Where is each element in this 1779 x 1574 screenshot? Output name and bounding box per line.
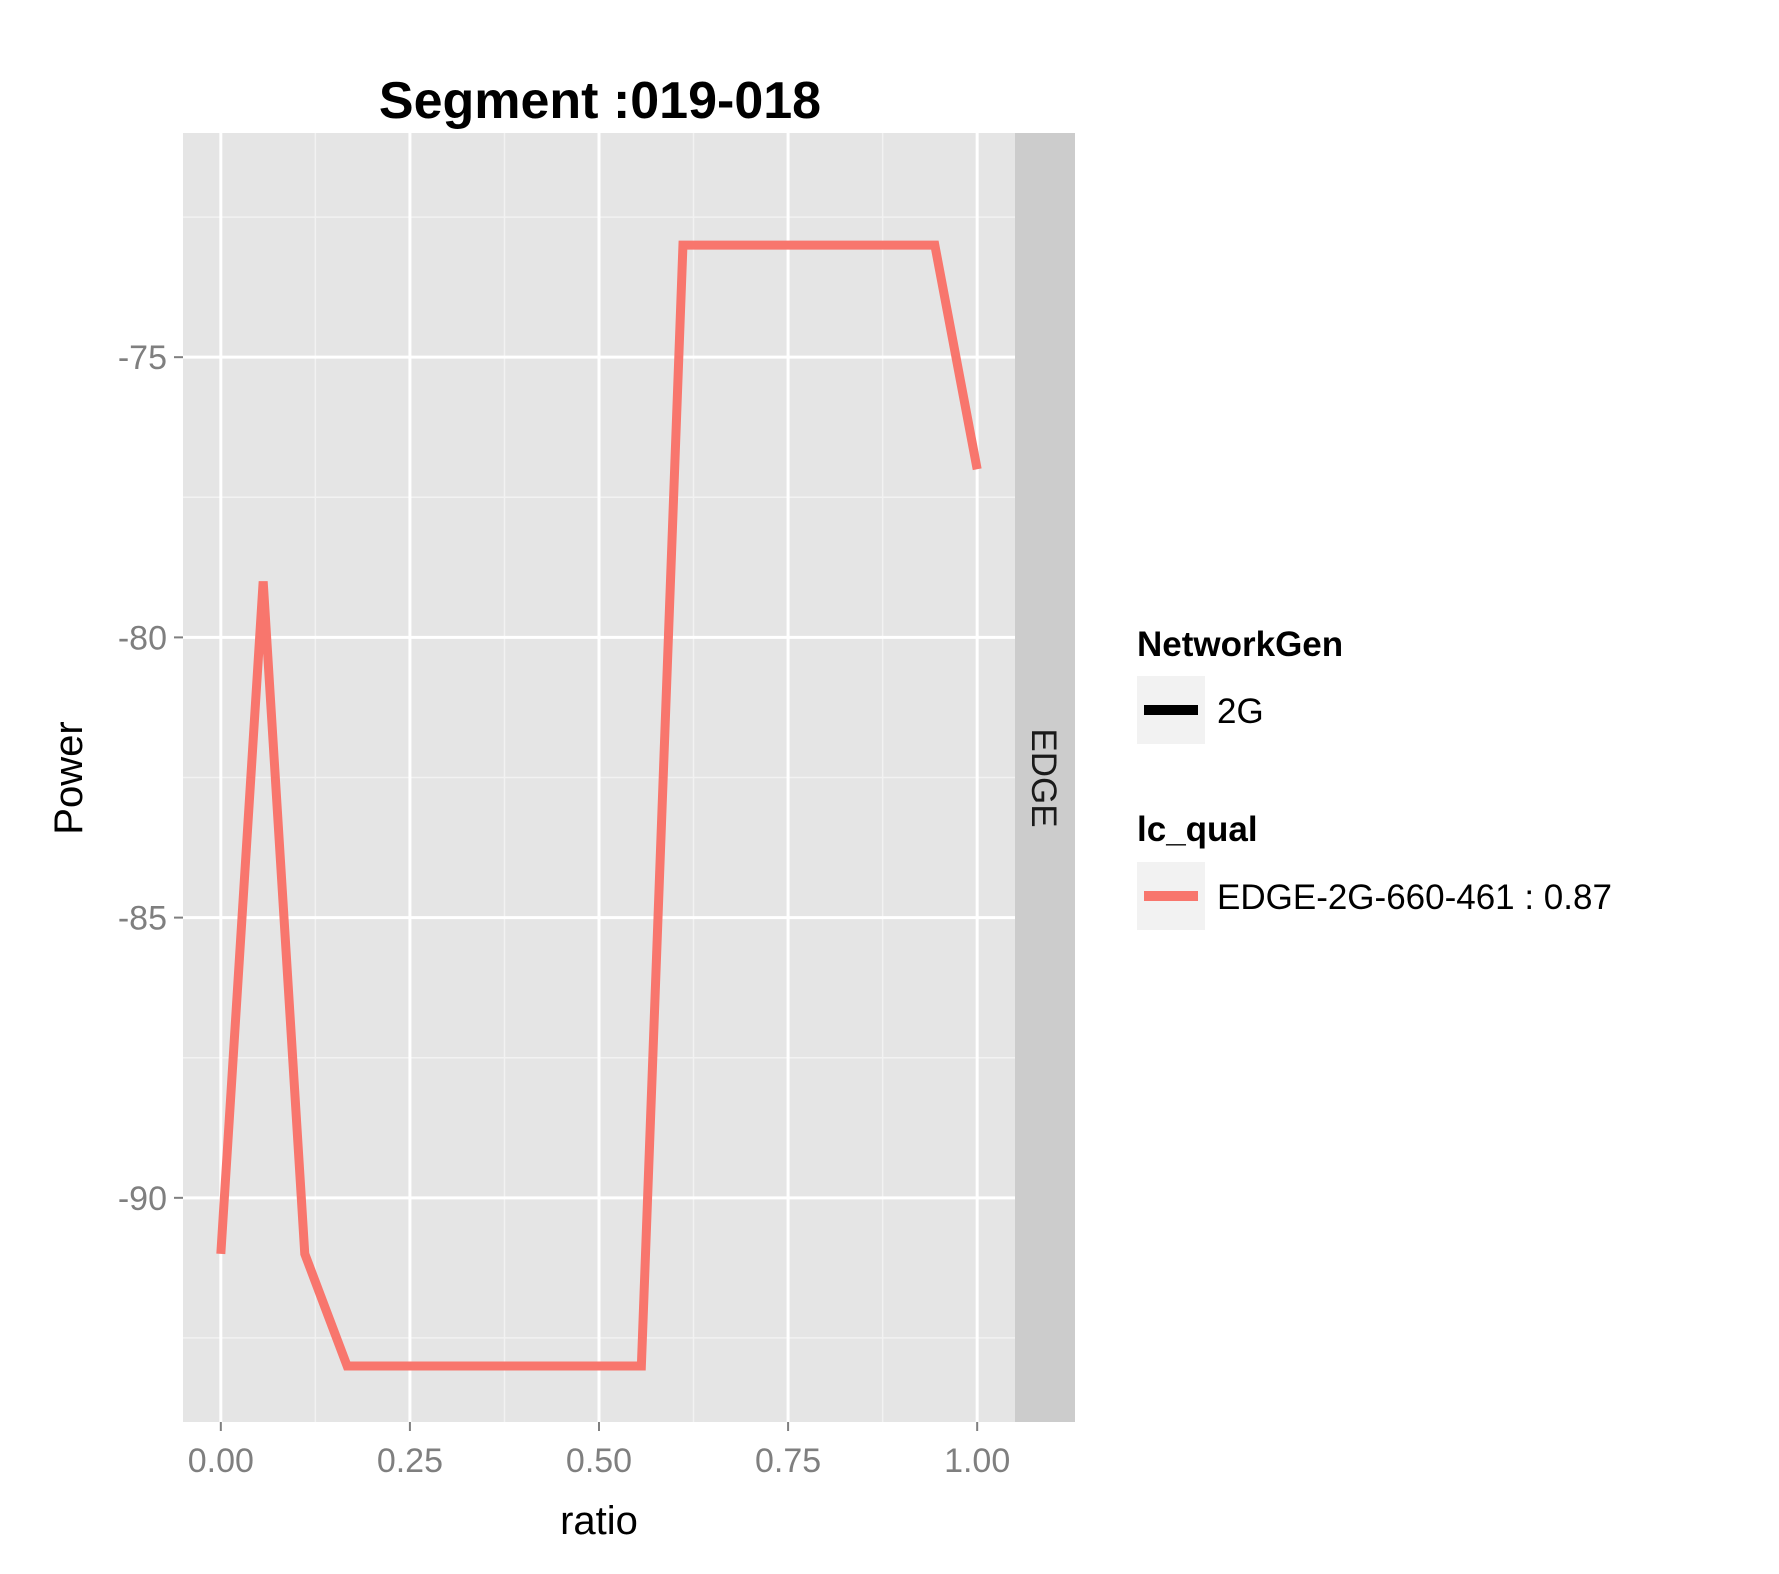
legend-lc-qual-label: EDGE-2G-660-461 : 0.87 (1217, 878, 1612, 917)
y-tick-label: -85 (118, 900, 167, 938)
y-tick-label: -90 (118, 1180, 167, 1218)
series-line (216, 240, 982, 1371)
x-tick-label: 0.50 (566, 1442, 632, 1480)
facet-strip (1015, 133, 1075, 1422)
x-tick-label: 0.00 (188, 1442, 254, 1480)
x-axis-title: ratio (560, 1499, 638, 1543)
legend-lc-qual-title: lc_qual (1137, 810, 1258, 849)
y-tick-label: -80 (118, 619, 167, 657)
x-tick-label: 0.25 (377, 1442, 443, 1480)
x-axis: 0.00 0.25 0.50 0.75 1.00 (188, 1422, 1010, 1480)
x-tick-label: 0.75 (755, 1442, 821, 1480)
y-tick-label: -75 (118, 339, 167, 377)
facet-strip-label: EDGE (1024, 728, 1063, 827)
legend-networkgen-title: NetworkGen (1137, 625, 1343, 664)
grid-minor (183, 133, 1015, 1422)
y-axis-title: Power (47, 721, 91, 834)
chart-title: Segment :019-018 (379, 72, 821, 130)
series-layer (216, 240, 982, 1371)
y-axis: -90 -85 -80 -75 (118, 339, 183, 1218)
legend: NetworkGen 2G lc_qual EDGE-2G-660-461 : … (1137, 625, 1612, 930)
legend-networkgen-label: 2G (1217, 692, 1264, 731)
x-tick-label: 1.00 (944, 1442, 1010, 1480)
